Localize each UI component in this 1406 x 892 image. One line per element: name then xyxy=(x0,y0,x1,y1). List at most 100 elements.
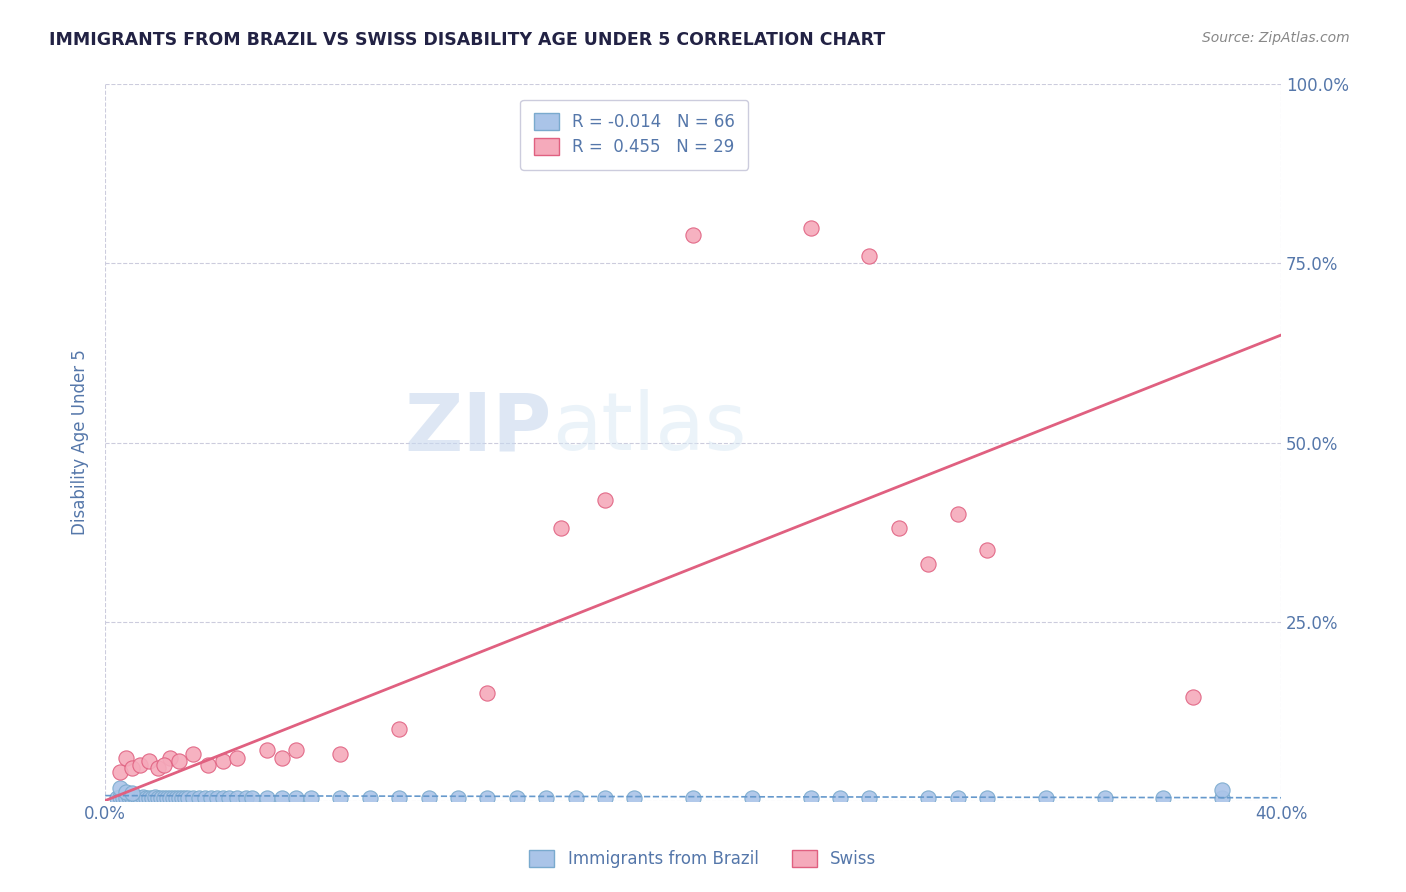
Point xyxy=(226,750,249,764)
Point xyxy=(800,220,823,235)
Point xyxy=(167,790,190,805)
Point xyxy=(917,558,939,572)
Point xyxy=(138,754,160,768)
Point xyxy=(593,492,616,507)
Point xyxy=(108,790,131,805)
Point xyxy=(143,790,166,805)
Point xyxy=(240,790,263,805)
Point xyxy=(170,790,193,805)
Point xyxy=(946,790,969,805)
Point xyxy=(153,757,176,772)
Point xyxy=(138,790,160,805)
Point xyxy=(946,507,969,521)
Point xyxy=(623,790,645,805)
Point xyxy=(135,790,157,805)
Point xyxy=(183,747,205,761)
Point xyxy=(1181,690,1204,704)
Point xyxy=(121,761,143,775)
Point xyxy=(1094,790,1116,805)
Point xyxy=(176,790,198,805)
Point xyxy=(146,761,169,775)
Legend: R = -0.014   N = 66, R =  0.455   N = 29: R = -0.014 N = 66, R = 0.455 N = 29 xyxy=(520,100,748,169)
Point xyxy=(1211,790,1233,805)
Point xyxy=(226,790,249,805)
Point xyxy=(162,790,184,805)
Point xyxy=(129,757,152,772)
Text: atlas: atlas xyxy=(553,389,747,467)
Point xyxy=(828,790,851,805)
Point xyxy=(256,743,278,757)
Point xyxy=(146,790,169,805)
Point xyxy=(235,790,257,805)
Point xyxy=(114,750,136,764)
Point xyxy=(165,790,187,805)
Point xyxy=(388,722,411,736)
Point xyxy=(211,790,233,805)
Point xyxy=(858,790,880,805)
Point xyxy=(114,790,136,805)
Point xyxy=(150,790,173,805)
Point xyxy=(121,790,143,805)
Point xyxy=(256,790,278,805)
Point xyxy=(682,227,704,242)
Text: ZIP: ZIP xyxy=(405,389,553,467)
Point xyxy=(111,790,134,805)
Point xyxy=(285,790,308,805)
Point xyxy=(205,790,228,805)
Point xyxy=(118,790,141,805)
Text: IMMIGRANTS FROM BRAZIL VS SWISS DISABILITY AGE UNDER 5 CORRELATION CHART: IMMIGRANTS FROM BRAZIL VS SWISS DISABILI… xyxy=(49,31,886,49)
Point xyxy=(167,754,190,768)
Point xyxy=(477,686,499,700)
Point xyxy=(800,790,823,805)
Point xyxy=(682,790,704,805)
Point xyxy=(173,790,195,805)
Point xyxy=(218,790,240,805)
Point xyxy=(270,750,292,764)
Point xyxy=(506,790,529,805)
Point xyxy=(129,790,152,805)
Point xyxy=(159,750,181,764)
Point xyxy=(564,790,586,805)
Point xyxy=(108,780,131,795)
Point xyxy=(194,790,217,805)
Point xyxy=(329,790,352,805)
Point xyxy=(976,790,998,805)
Point xyxy=(1211,783,1233,797)
Point xyxy=(299,790,322,805)
Legend: Immigrants from Brazil, Swiss: Immigrants from Brazil, Swiss xyxy=(523,843,883,875)
Point xyxy=(197,757,219,772)
Point xyxy=(418,790,440,805)
Point xyxy=(108,764,131,779)
Text: Source: ZipAtlas.com: Source: ZipAtlas.com xyxy=(1202,31,1350,45)
Point xyxy=(156,790,179,805)
Point xyxy=(200,790,222,805)
Point xyxy=(858,249,880,263)
Point xyxy=(153,790,176,805)
Point xyxy=(534,790,557,805)
Y-axis label: Disability Age Under 5: Disability Age Under 5 xyxy=(72,350,89,535)
Point xyxy=(887,521,910,535)
Point xyxy=(270,790,292,805)
Point xyxy=(114,785,136,799)
Point xyxy=(188,790,211,805)
Point xyxy=(159,790,181,805)
Point xyxy=(211,754,233,768)
Point xyxy=(976,543,998,558)
Point xyxy=(593,790,616,805)
Point xyxy=(741,790,763,805)
Point xyxy=(447,790,470,805)
Point xyxy=(132,790,155,805)
Point xyxy=(1035,790,1057,805)
Point xyxy=(917,790,939,805)
Point xyxy=(183,790,205,805)
Point xyxy=(388,790,411,805)
Point xyxy=(329,747,352,761)
Point xyxy=(124,790,146,805)
Point xyxy=(121,787,143,801)
Point xyxy=(285,743,308,757)
Point xyxy=(127,790,149,805)
Point xyxy=(477,790,499,805)
Point xyxy=(105,790,128,805)
Point xyxy=(1152,790,1174,805)
Point xyxy=(141,790,163,805)
